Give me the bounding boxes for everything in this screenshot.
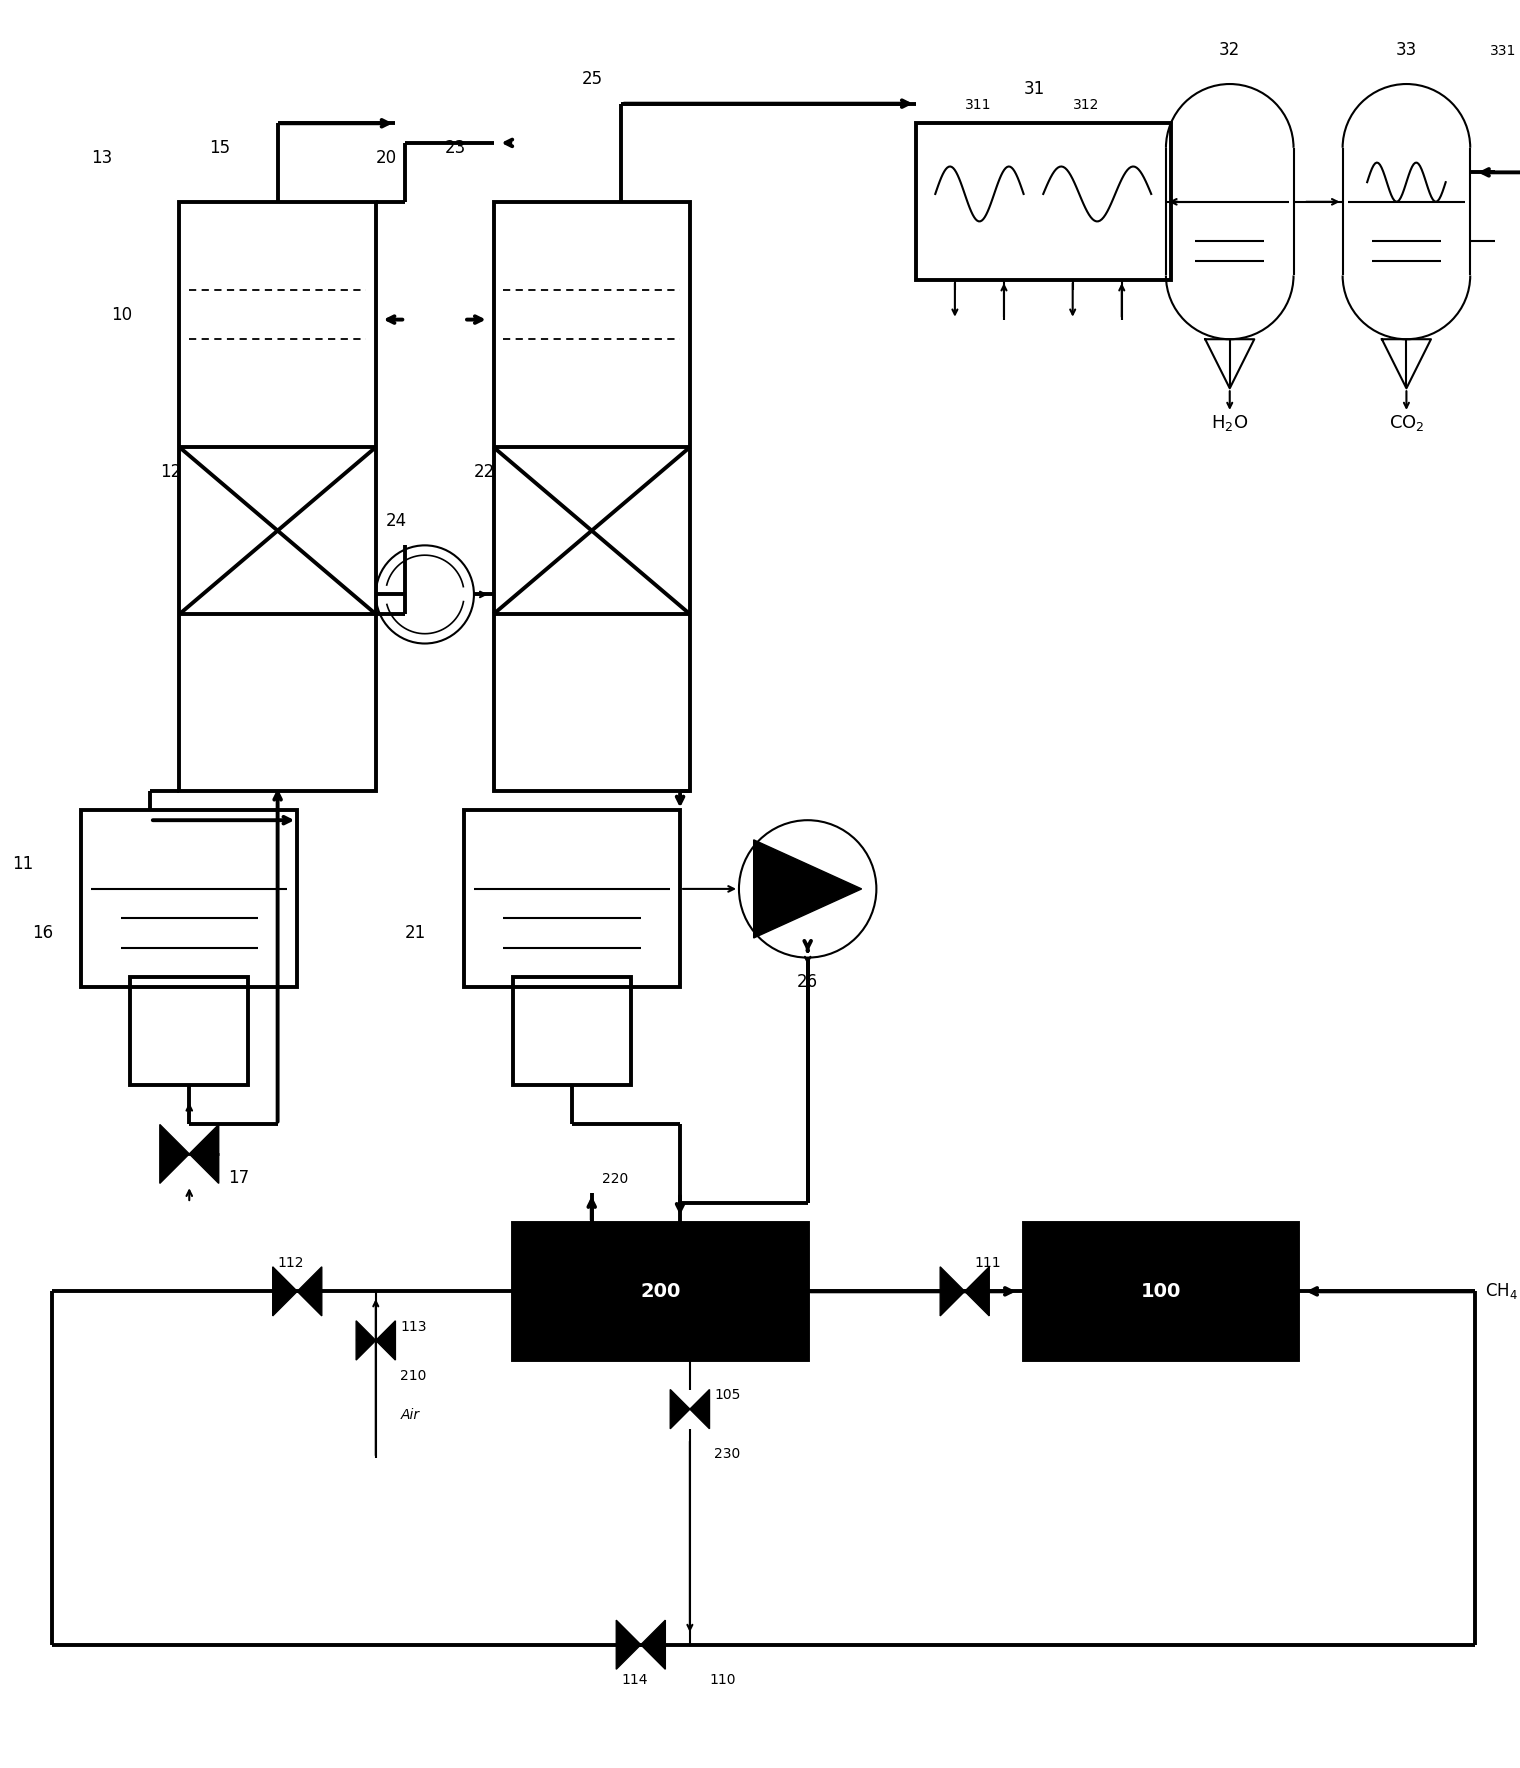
Text: CO$_2$: CO$_2$	[1389, 412, 1424, 433]
Text: 13: 13	[91, 149, 112, 166]
Bar	[1023, 1223, 1298, 1360]
Text: 210: 210	[400, 1368, 427, 1383]
Polygon shape	[375, 1321, 395, 1360]
Polygon shape	[754, 840, 862, 939]
Polygon shape	[298, 1268, 322, 1315]
Polygon shape	[965, 1268, 990, 1315]
Text: 100: 100	[1142, 1282, 1181, 1301]
Text: 111: 111	[974, 1255, 1002, 1269]
Text: 22: 22	[474, 463, 496, 481]
Text: 26: 26	[796, 972, 818, 992]
Text: 113: 113	[400, 1319, 427, 1333]
Text: 331: 331	[1490, 44, 1517, 58]
Text: 105: 105	[714, 1388, 740, 1402]
Bar	[464, 810, 679, 987]
Bar	[179, 202, 375, 790]
Polygon shape	[272, 1268, 298, 1315]
Text: 110: 110	[710, 1673, 736, 1687]
Polygon shape	[670, 1390, 690, 1429]
Text: 114: 114	[622, 1673, 648, 1687]
Text: 25: 25	[582, 71, 603, 88]
Polygon shape	[616, 1619, 641, 1669]
Bar	[514, 1223, 807, 1360]
Text: 230: 230	[714, 1448, 740, 1460]
Text: 23: 23	[444, 138, 465, 157]
Text: 20: 20	[375, 149, 397, 166]
Text: 33: 33	[1395, 41, 1417, 58]
Text: 12: 12	[160, 463, 181, 481]
Polygon shape	[641, 1619, 666, 1669]
Text: 15: 15	[208, 138, 230, 157]
Text: H$_2$O: H$_2$O	[1211, 412, 1248, 433]
Polygon shape	[160, 1124, 190, 1183]
Text: 312: 312	[1073, 97, 1099, 111]
Text: 200: 200	[640, 1282, 681, 1301]
Polygon shape	[941, 1268, 965, 1315]
Bar	[915, 124, 1170, 281]
Text: 31: 31	[1023, 80, 1044, 97]
Text: 24: 24	[386, 511, 407, 530]
Text: 21: 21	[406, 925, 427, 942]
Text: 10: 10	[111, 306, 132, 324]
Bar	[514, 978, 631, 1086]
Bar	[131, 978, 248, 1086]
Polygon shape	[190, 1124, 219, 1183]
Text: 17: 17	[228, 1169, 249, 1188]
Bar	[81, 810, 298, 987]
Text: 16: 16	[32, 925, 53, 942]
Text: 112: 112	[278, 1255, 304, 1269]
Text: 32: 32	[1219, 41, 1240, 58]
Bar	[494, 202, 690, 790]
Text: 220: 220	[602, 1172, 628, 1186]
Text: 311: 311	[965, 97, 991, 111]
Polygon shape	[356, 1321, 375, 1360]
Text: 11: 11	[12, 856, 33, 873]
Text: CH$_4$: CH$_4$	[1485, 1282, 1518, 1301]
Polygon shape	[690, 1390, 710, 1429]
Text: Air: Air	[400, 1407, 420, 1421]
